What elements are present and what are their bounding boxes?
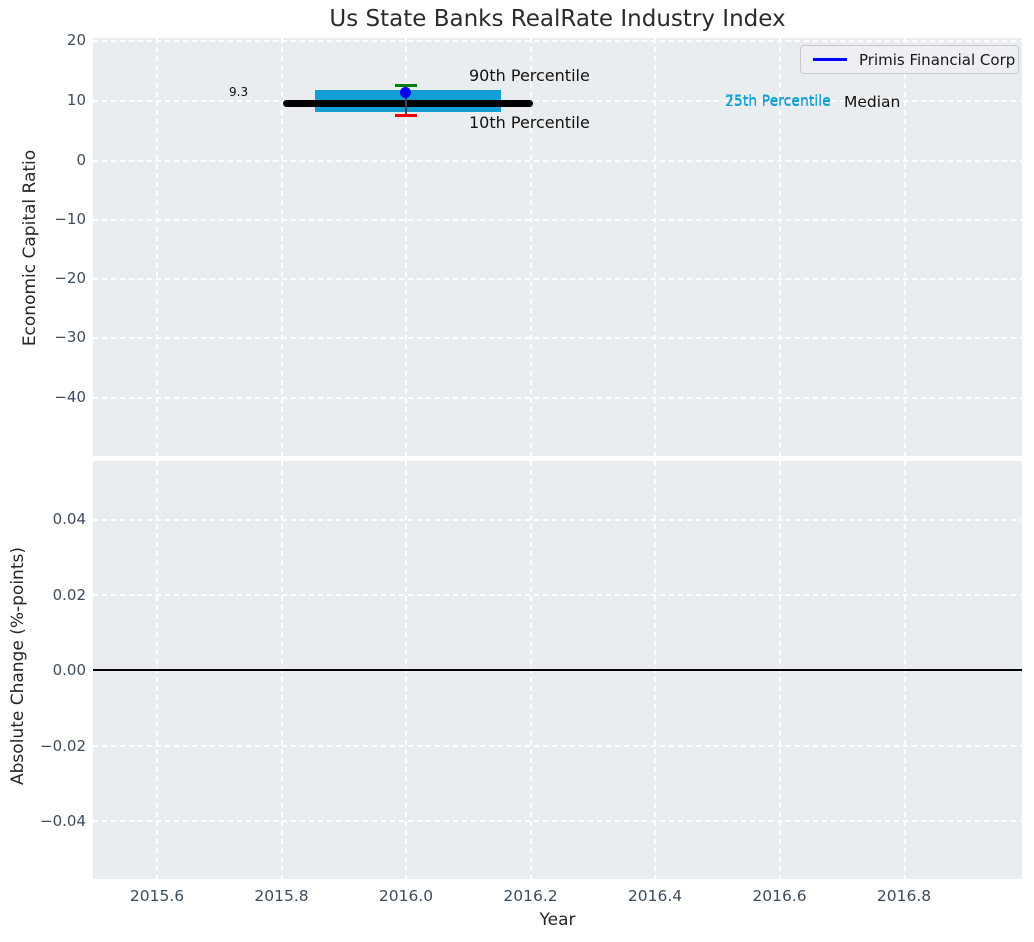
xtick-label: 2016.6 <box>752 887 807 905</box>
annotation-75th-percentile: 75th Percentile <box>725 93 831 109</box>
bottom-plot-area <box>93 461 1022 879</box>
ytick-label: −20 <box>54 269 86 287</box>
ytick-label: 20 <box>66 31 86 49</box>
percentile-whisker-line <box>405 84 407 116</box>
zero-reference-line <box>93 668 1022 671</box>
xtick-label: 2016.2 <box>503 887 558 905</box>
annotation-median-label: Median <box>844 93 901 111</box>
company-data-point <box>400 87 411 98</box>
gridline <box>405 38 407 456</box>
ytick-label: 0.02 <box>52 586 86 604</box>
gridline <box>93 397 1022 399</box>
gridline <box>93 337 1022 339</box>
top-plot-area: 90th Percentile 10th Percentile 9.3 75th… <box>93 38 1022 456</box>
ytick-label: −0.04 <box>40 812 86 830</box>
gridline <box>654 38 656 456</box>
ytick-label: 0 <box>76 151 86 169</box>
chart-title: Us State Banks RealRate Industry Index <box>329 6 786 32</box>
gridline <box>530 38 532 456</box>
top-y-axis-label: Economic Capital Ratio <box>20 149 40 347</box>
ytick-label: −30 <box>54 328 86 346</box>
p10-tick-marker <box>395 114 417 118</box>
gridline <box>93 219 1022 221</box>
gridline <box>93 745 1022 747</box>
annotation-10th-percentile: 10th Percentile <box>469 113 590 132</box>
gridline <box>779 38 781 456</box>
legend-line-sample <box>813 58 847 61</box>
xtick-label: 2015.8 <box>254 887 309 905</box>
gridline <box>93 100 1022 102</box>
xtick-label: 2016.4 <box>627 887 683 905</box>
annotation-median-value: 9.3 <box>229 85 249 99</box>
median-line <box>283 100 533 107</box>
ytick-label: −40 <box>54 388 86 406</box>
gridline <box>93 160 1022 162</box>
gridline <box>93 40 1022 42</box>
ytick-label: −10 <box>54 210 86 228</box>
gridline <box>93 278 1022 280</box>
legend-label: Primis Financial Corp <box>859 50 1016 69</box>
x-axis-label: Year <box>539 910 576 930</box>
bottom-y-axis-label: Absolute Change (%-points) <box>8 547 28 785</box>
ytick-label: 0.00 <box>52 661 86 679</box>
legend-box: Primis Financial Corp <box>800 45 1019 74</box>
ytick-label: 0.04 <box>52 510 86 528</box>
xtick-label: 2016.8 <box>876 887 932 905</box>
annotation-90th-percentile: 90th Percentile <box>469 66 590 85</box>
xtick-label: 2016.0 <box>378 887 434 905</box>
annotation-25th-percentile: 25th Percentile <box>725 94 831 110</box>
gridline <box>156 38 158 456</box>
gridline <box>904 38 906 456</box>
gridline <box>93 519 1022 521</box>
gridline <box>93 820 1022 822</box>
ytick-label: 10 <box>66 91 86 109</box>
gridline <box>281 38 283 456</box>
ytick-label: −0.02 <box>40 737 86 755</box>
p90-tick-marker <box>395 84 417 88</box>
gridline <box>93 594 1022 596</box>
xtick-label: 2015.6 <box>129 887 185 905</box>
